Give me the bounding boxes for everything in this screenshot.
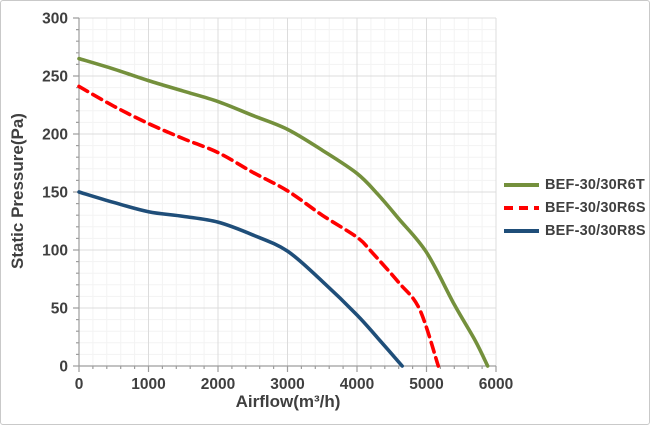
x-tick-label: 2000 — [201, 376, 235, 393]
legend: BEF-30/30R6T BEF-30/30R6S BEF-30/30R8S — [504, 176, 646, 239]
x-tick-label: 0 — [75, 376, 84, 393]
x-tick-label: 5000 — [409, 376, 443, 393]
x-tick-label: 6000 — [479, 376, 513, 393]
x-tick-label: 3000 — [270, 376, 304, 393]
y-tick-label: 200 — [42, 127, 68, 144]
y-tick-label: 300 — [42, 11, 68, 28]
y-tick-label: 150 — [42, 185, 68, 202]
curve-bef-30-30r6t — [77, 56, 490, 368]
legend-label: BEF-30/30R6S — [545, 199, 646, 216]
x-tick-label: 1000 — [131, 376, 165, 393]
legend-item-bef-30-30r6t: BEF-30/30R6T — [504, 176, 646, 193]
curve-bef-30-30r8s — [77, 190, 404, 368]
curve-bef-30-30r6s — [77, 84, 441, 368]
legend-item-bef-30-30r6s: BEF-30/30R6S — [504, 199, 646, 216]
legend-item-bef-30-30r8s: BEF-30/30R8S — [504, 222, 646, 239]
y-tick-label: 0 — [59, 359, 68, 376]
y-tick-label: 50 — [51, 301, 68, 318]
legend-line-solid-blue-icon — [504, 228, 539, 233]
y-tick-label: 250 — [42, 69, 68, 86]
legend-label: BEF-30/30R8S — [545, 222, 646, 239]
legend-line-dashed-red-icon — [504, 205, 539, 210]
y-tick-label: 100 — [42, 243, 68, 260]
legend-label: BEF-30/30R6T — [545, 176, 645, 193]
x-tick-label: 4000 — [340, 376, 374, 393]
legend-line-solid-green-icon — [504, 182, 539, 187]
x-axis-title: Airflow(m³/h) — [235, 392, 341, 411]
y-axis-title: Static Pressure(Pa) — [8, 113, 27, 269]
